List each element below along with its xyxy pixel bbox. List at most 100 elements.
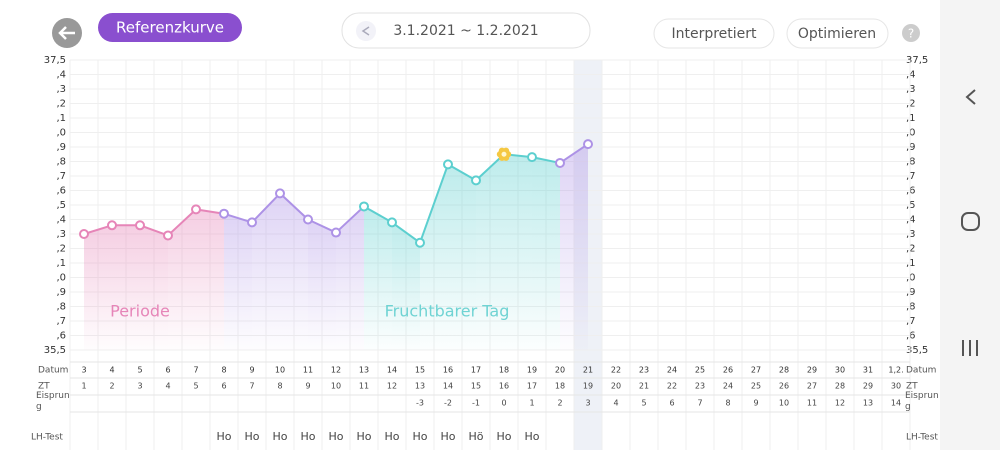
point [247, 217, 257, 228]
interpreted-button[interactable] [653, 18, 775, 49]
lh_test-value: Ho [300, 430, 315, 443]
y2-tick-label: ,1 [906, 258, 916, 269]
row-label: ZT [38, 382, 50, 392]
date-label: 29 [807, 366, 817, 375]
cycle_day-value: 4 [165, 382, 170, 391]
date-label: 11 [303, 366, 313, 375]
annotation: Periode [110, 302, 170, 321]
y-tick-label: ,9 [56, 287, 66, 298]
row-label: Datum [38, 366, 68, 376]
date-label: 1,2. [888, 366, 903, 375]
date-label: 7 [193, 366, 198, 375]
y2-tick-label: ,5 [906, 200, 916, 211]
date-label: 19 [527, 366, 537, 375]
y-tick-label: ,2 [56, 244, 66, 255]
y2-tick-label: ,9 [906, 142, 916, 153]
interpreted-label: Interpretiert [671, 26, 757, 42]
cycle_day-value: 28 [835, 382, 845, 391]
cycle_day-value: 10 [331, 382, 341, 391]
ovulation-value: 8 [725, 399, 730, 408]
optimize-button[interactable] [786, 18, 889, 49]
date-label: 31 [863, 366, 873, 375]
area-segment [224, 213, 252, 350]
ovulation-value: 12 [835, 399, 845, 408]
date-range-box[interactable] [341, 12, 591, 49]
nav-home[interactable] [961, 212, 980, 231]
point [555, 157, 565, 168]
ovulation-value: -1 [472, 399, 480, 408]
line-segment [559, 143, 589, 164]
date-label: 6 [165, 366, 170, 375]
row-label: LH-Test [31, 433, 63, 443]
area-segment [476, 154, 504, 350]
y-tick-label: ,8 [56, 157, 66, 168]
row-label: Eisprung [36, 391, 70, 412]
date-label: 27 [751, 366, 761, 375]
reference-label: Referenzkurve [116, 19, 224, 37]
date-icon-arrow [361, 26, 370, 36]
area-segment [112, 225, 140, 350]
y2-tick-label: ,7 [906, 316, 916, 327]
cycle_day-value: 8 [277, 382, 282, 391]
ovulation-value: 0 [501, 399, 506, 408]
cycle_day-value: 2 [109, 382, 114, 391]
date-label: 18 [499, 366, 509, 375]
point [583, 139, 593, 150]
date-label: 16 [443, 366, 453, 375]
y-tick-label: ,2 [56, 99, 66, 110]
y2-tick-label: ,6 [906, 331, 916, 342]
cycle_day-value: 27 [807, 382, 817, 391]
point [359, 201, 369, 212]
ovulation-value: 9 [753, 399, 758, 408]
cycle_day-value: 7 [249, 382, 254, 391]
lh_test-value: Ho [440, 430, 455, 443]
point [527, 152, 537, 163]
point [163, 230, 173, 241]
y2-tick-label: ,6 [906, 186, 916, 197]
area-segment [336, 206, 364, 350]
reference-button[interactable] [98, 13, 242, 42]
line-segment [251, 192, 281, 224]
cycle_day-value: 6 [221, 382, 226, 391]
cycle_day-value: 25 [751, 382, 761, 391]
area-segment [140, 225, 168, 350]
date-label: 17 [471, 366, 481, 375]
date-label: 3 [81, 366, 86, 375]
line-segment [167, 208, 197, 237]
point [331, 227, 341, 238]
help-button[interactable] [902, 24, 920, 42]
area-segment [168, 209, 196, 350]
y2-tick-label: ,2 [906, 244, 916, 255]
y2-tick-label: ,3 [906, 84, 916, 95]
cycle_day-value: 5 [193, 382, 198, 391]
cycle_day-value: 11 [359, 382, 369, 391]
lh_test-value: Ho [272, 430, 287, 443]
date-label: 12 [331, 366, 341, 375]
nav-back[interactable] [965, 89, 976, 105]
lh_test-value: Ho [244, 430, 259, 443]
date-label: 9 [249, 366, 254, 375]
date-label: 28 [779, 366, 789, 375]
y-tick-label: ,1 [56, 113, 66, 124]
lh_test-value: Ho [412, 430, 427, 443]
ovulation-value: -2 [444, 399, 452, 408]
lh_test-value: Hö [468, 430, 483, 443]
y2-tick-label: ,0 [906, 128, 916, 139]
point [415, 237, 425, 248]
area-segment [560, 144, 588, 350]
lh_test-value: Ho [384, 430, 399, 443]
y-tick-label: ,4 [56, 70, 66, 81]
area-segment [420, 164, 448, 350]
cycle_day-value: 22 [667, 382, 677, 391]
y2-tick-label: 35,5 [906, 345, 928, 356]
nav-recent[interactable] [962, 340, 978, 356]
lh_test-value: Ho [524, 430, 539, 443]
cycle_day-value: 12 [387, 382, 397, 391]
area-segment [196, 209, 224, 350]
lh_test-value: Ho [496, 430, 511, 443]
cycle_day-value: 16 [499, 382, 509, 391]
y2-tick-label: ,7 [906, 171, 916, 182]
area-segment [532, 157, 560, 350]
row-label: ZT [906, 382, 918, 392]
cycle_day-value: 15 [471, 382, 481, 391]
